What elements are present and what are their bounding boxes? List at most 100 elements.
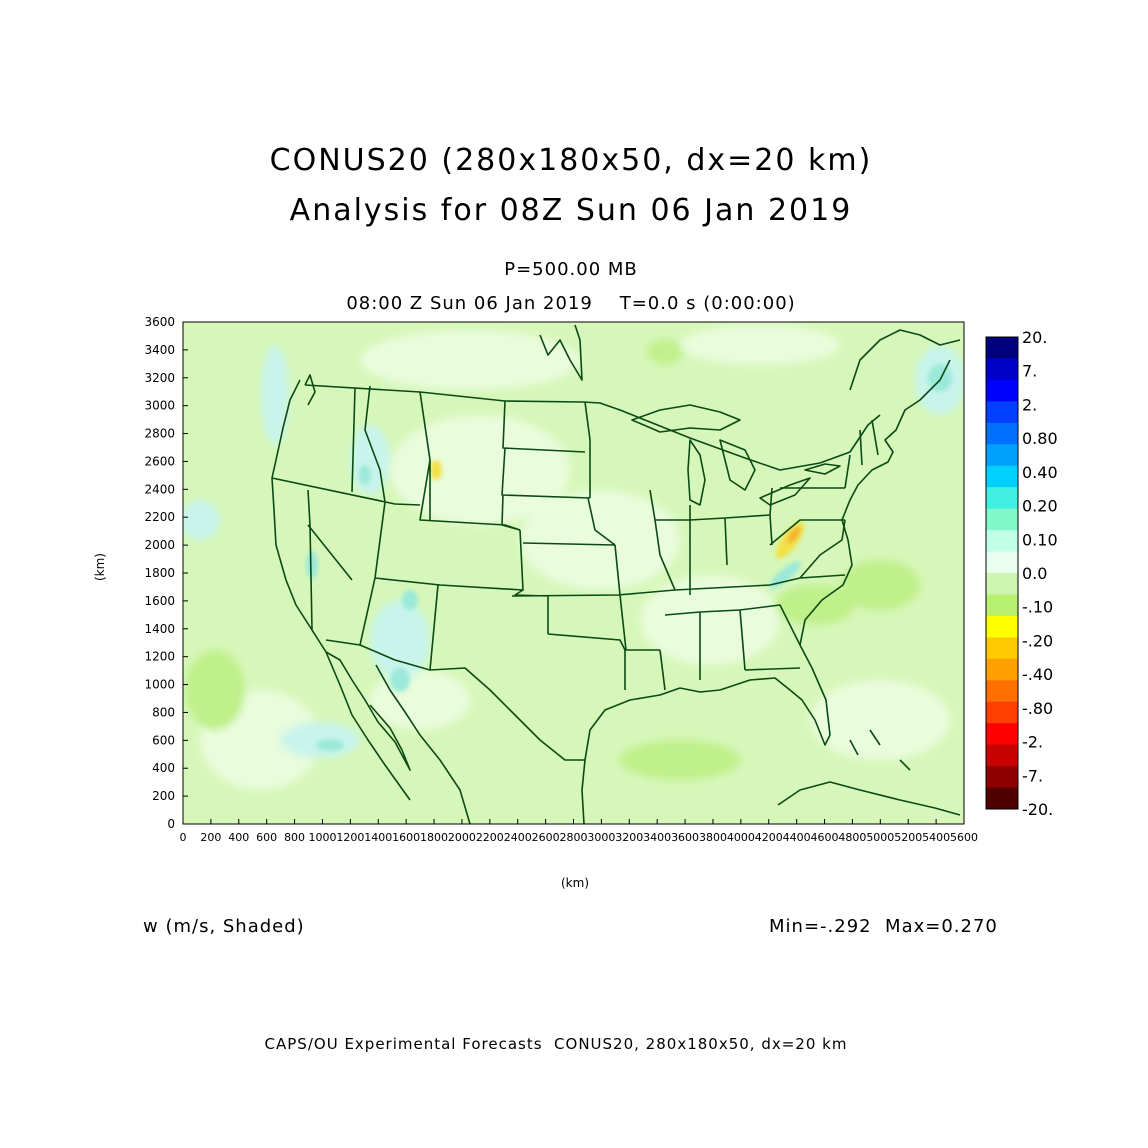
- field-patch-positive: [183, 500, 220, 540]
- field-patch-light: [390, 415, 570, 525]
- chart-title-line1: CONUS20 (280x180x50, dx=20 km): [269, 143, 873, 178]
- x-tick-label: 4000: [727, 831, 755, 844]
- colorbar-swatch: [986, 337, 1018, 359]
- colorbar: 20. 7. 2. 0.80 0.40 0.20 0.10 0.0 -.10 -.20 -.40 -.…: [985, 328, 1058, 819]
- colorbar-label: -.20: [1022, 631, 1053, 650]
- canada-east-coast: [849, 329, 961, 391]
- lake-ontario: [804, 463, 841, 475]
- x-tick-label: 1800: [420, 831, 448, 844]
- x-tick-label: 0: [180, 831, 187, 844]
- field-patch-negative: [840, 560, 920, 610]
- x-tick-label: 5600: [950, 831, 978, 844]
- us-mexico-border: [325, 639, 585, 761]
- vertical-velocity-field: [183, 322, 964, 824]
- x-tick-label: 4800: [838, 831, 866, 844]
- field-patch-positive: [280, 722, 360, 758]
- y-tick-label: 3200: [144, 371, 175, 385]
- gulf-coastline: [584, 644, 831, 761]
- x-tick-label: 800: [284, 831, 305, 844]
- atlantic-coastline: [799, 359, 951, 646]
- colorbar-swatch: [986, 787, 1018, 810]
- y-tick-label: 600: [152, 733, 175, 747]
- field-patch-positive: [350, 425, 390, 495]
- x-tick-label: 600: [256, 831, 277, 844]
- hudson-bay-coast: [539, 324, 583, 381]
- field-patch-positive-mid: [306, 551, 318, 579]
- colorbar-label: -7.: [1022, 766, 1043, 785]
- colorbar-swatch: [986, 358, 1018, 381]
- colorbar-swatch: [986, 680, 1018, 703]
- x-tick-label: 2400: [504, 831, 532, 844]
- field-patch-light: [640, 575, 780, 665]
- y-tick-label: 2600: [144, 454, 175, 468]
- x-tick-label: 200: [200, 831, 221, 844]
- colorbar-frame: [985, 336, 1019, 810]
- x-tick-label: 4600: [811, 831, 839, 844]
- x-tick-label: 1400: [364, 831, 392, 844]
- field-patch-positive: [261, 345, 289, 445]
- x-tick-label: 2800: [560, 831, 588, 844]
- field-patch-light: [360, 330, 580, 390]
- y-tick-label: 3600: [144, 315, 175, 329]
- x-tick-label: 400: [228, 831, 249, 844]
- y-tick-label: 800: [152, 705, 175, 719]
- field-patch-negative-core: [787, 526, 801, 544]
- colorbar-swatch: [986, 744, 1018, 767]
- colorbar-swatch: [986, 637, 1018, 660]
- colorbar-swatch: [986, 573, 1018, 595]
- colorbar-label: 0.80: [1022, 429, 1058, 448]
- colorbar-label: 0.10: [1022, 530, 1058, 549]
- colorbar-swatch: [986, 658, 1018, 681]
- y-tick-label: 1000: [144, 678, 175, 692]
- field-patch-positive-mid: [402, 590, 418, 610]
- y-axis: 0 200 400 600 800 1000 1200 1400 1600 1800 2000 220…: [144, 315, 188, 831]
- field-patch-positive-mid: [390, 668, 410, 692]
- x-tick-label: 3800: [699, 831, 727, 844]
- field-patch-negative: [647, 340, 683, 364]
- x-tick-label: 1000: [308, 831, 336, 844]
- x-tick-label: 2600: [532, 831, 560, 844]
- y-tick-label: 3400: [144, 343, 175, 357]
- field-patch-negative: [775, 585, 855, 625]
- credit-line: CAPS/OU Experimental Forecasts CONUS20, …: [264, 1035, 848, 1053]
- y-tick-label: 200: [152, 789, 175, 803]
- field-patch-positive-mid: [359, 465, 371, 485]
- colorbar-swatch: [986, 723, 1018, 746]
- x-tick-label: 5400: [922, 831, 950, 844]
- field-patch-light: [520, 490, 680, 590]
- chart-title-line2: Analysis for 08Z Sun 06 Jan 2019: [289, 193, 853, 228]
- colorbar-label: 0.0: [1022, 564, 1047, 583]
- pressure-level-label: P=500.00 MB: [504, 259, 638, 280]
- colorbar-label: -.80: [1022, 699, 1053, 718]
- puget-sound: [304, 374, 316, 406]
- y-tick-label: 2800: [144, 427, 175, 441]
- lake-huron: [719, 439, 756, 491]
- x-tick-label: 4400: [783, 831, 811, 844]
- colorbar-swatch: [986, 615, 1018, 638]
- colorbar-label: 20.: [1022, 328, 1047, 347]
- y-tick-label: 0: [167, 817, 175, 831]
- colorbar-swatch: [986, 508, 1018, 531]
- colorbar-swatch: [986, 551, 1018, 574]
- colorbar-swatch: [986, 594, 1018, 617]
- x-tick-label: 1200: [336, 831, 364, 844]
- x-tick-label: 3400: [643, 831, 671, 844]
- colorbar-label: 2.: [1022, 395, 1037, 414]
- valid-time-label: 08:00 Z Sun 06 Jan 2019 T=0.0 s (0:00:00…: [346, 293, 796, 314]
- state-boundaries: [271, 385, 879, 691]
- y-tick-label: 1200: [144, 650, 175, 664]
- field-patch-light: [370, 670, 470, 730]
- colorbar-swatch: [986, 444, 1018, 467]
- y-tick-label: 2400: [144, 482, 175, 496]
- field-patch-light: [810, 680, 950, 760]
- colorbar-label: -.40: [1022, 665, 1053, 684]
- colorbar-label: 0.20: [1022, 497, 1058, 516]
- colorbar-swatch: [986, 487, 1018, 510]
- field-patch-positive: [370, 600, 430, 680]
- lake-michigan: [687, 439, 706, 506]
- colorbar-swatch: [986, 465, 1018, 488]
- colorbar-swatch: [986, 422, 1018, 445]
- x-tick-label: 4200: [755, 831, 783, 844]
- variable-label: w (m/s, Shaded): [143, 916, 305, 937]
